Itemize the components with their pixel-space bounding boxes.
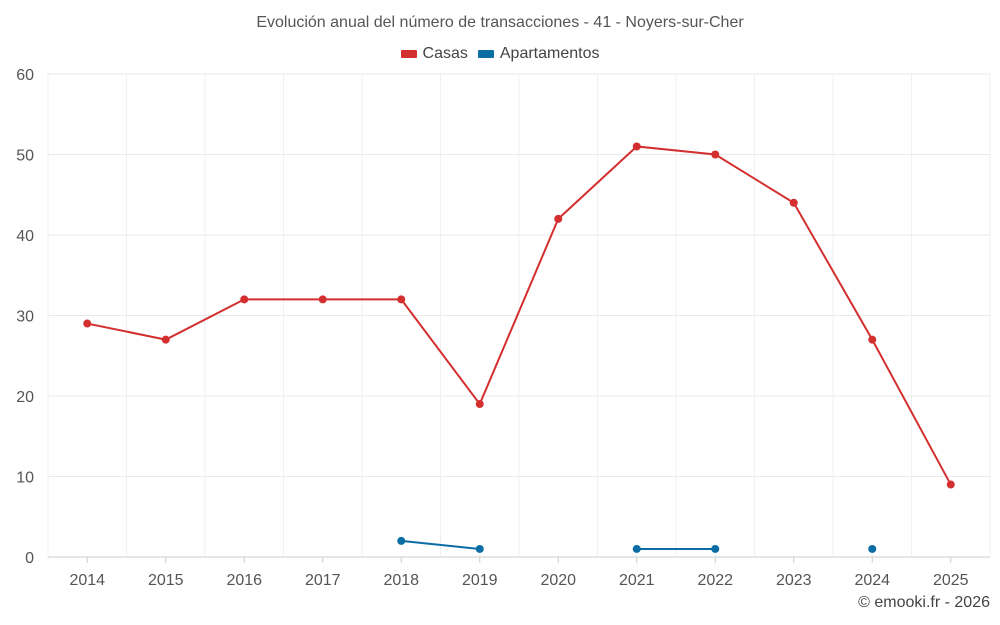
credit-text: © emooki.fr - 2026 [858,594,990,611]
x-tick-label: 2020 [540,572,576,589]
x-tick-label: 2024 [854,572,890,589]
x-tick-label: 2019 [462,572,498,589]
legend-swatch-apartamentos [477,50,494,58]
y-tick-label: 30 [16,309,34,326]
series-apartamentos [397,536,877,553]
legend-label-casas: Casas [422,45,468,62]
x-tick-label: 2014 [69,572,105,589]
y-tick-label: 60 [16,67,34,84]
x-tick-label: 2021 [619,572,655,589]
x-tick-label: 2015 [148,572,184,589]
series-layer [83,142,955,553]
x-tick-label: 2023 [776,572,812,589]
axes: 0 10 20 30 40 50 60 2014 2015 2016 2017 2018 2019 202… [16,67,990,589]
data-point[interactable] [632,544,641,553]
series-casas [83,142,955,489]
data-point[interactable] [868,335,877,344]
grid-lines [47,73,991,558]
y-tick-label: 10 [16,470,34,487]
legend-swatch-casas [400,50,417,58]
chart-title: Evolución anual del número de transaccio… [256,14,744,31]
y-tick-label: 40 [16,228,34,245]
data-point[interactable] [475,400,484,409]
series-line [87,145,952,486]
data-point[interactable] [632,142,641,151]
legend-item-apartamentos[interactable]: Apartamentos [477,45,600,63]
x-tick-label: 2025 [933,572,969,589]
data-point[interactable] [397,536,406,545]
data-point[interactable] [711,150,720,159]
data-point[interactable] [868,544,877,553]
data-point[interactable] [946,480,955,489]
data-point[interactable] [240,295,249,304]
x-tick-label: 2017 [305,572,341,589]
y-tick-label: 20 [16,389,34,406]
series-line [401,539,480,550]
data-point[interactable] [554,214,563,223]
x-tick-label: 2016 [226,572,262,589]
data-point[interactable] [161,335,170,344]
data-point[interactable] [397,295,406,304]
data-point[interactable] [789,198,798,207]
y-tick-label: 50 [16,148,34,165]
data-point[interactable] [83,319,92,328]
x-tick-label: 2022 [697,572,733,589]
legend: Casas Apartamentos [0,45,1000,63]
y-tick-label: 0 [25,550,34,567]
data-point[interactable] [318,295,327,304]
data-point[interactable] [711,544,720,553]
data-point[interactable] [475,544,484,553]
legend-item-casas[interactable]: Casas [400,45,468,63]
legend-label-apartamentos: Apartamentos [499,45,600,62]
x-tick-label: 2018 [383,572,419,589]
